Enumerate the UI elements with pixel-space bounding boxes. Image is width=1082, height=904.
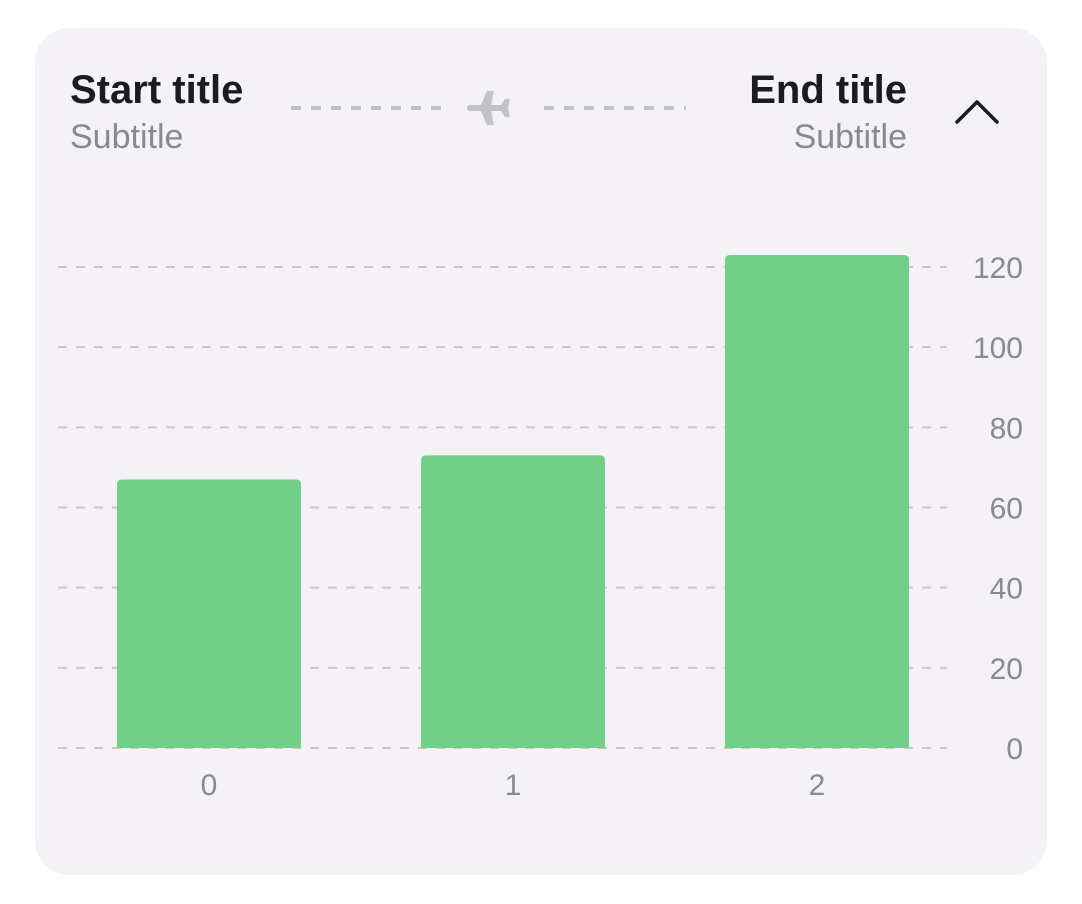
route-card: Start title Subtitle End title Subtitle … xyxy=(35,28,1047,875)
x-tick-label: 2 xyxy=(809,769,826,802)
start-location: Start title Subtitle xyxy=(70,66,243,160)
x-tick-label: 0 xyxy=(201,769,218,802)
route-connector xyxy=(291,91,686,125)
y-tick-label: 20 xyxy=(990,653,1023,686)
bar-chart: 0 20 40 60 80 100 120 0 1 2 xyxy=(58,252,1023,802)
y-tick-label: 120 xyxy=(973,252,1023,285)
y-tick-label: 60 xyxy=(990,493,1023,526)
y-tick-label: 100 xyxy=(973,332,1023,365)
start-subtitle: Subtitle xyxy=(70,118,184,156)
y-tick-label: 0 xyxy=(1006,733,1023,766)
chevron-up-icon xyxy=(955,100,999,124)
bar xyxy=(117,479,301,748)
start-title: Start title xyxy=(70,68,244,112)
collapse-button[interactable] xyxy=(949,90,1005,130)
end-location: End title Subtitle xyxy=(749,66,907,160)
airplane-icon xyxy=(467,91,510,125)
y-tick-label: 80 xyxy=(990,412,1023,445)
bar xyxy=(725,254,909,748)
bar xyxy=(421,455,605,748)
x-tick-label: 1 xyxy=(505,769,522,802)
y-tick-label: 40 xyxy=(990,573,1023,606)
end-title: End title xyxy=(749,68,907,112)
end-subtitle: Subtitle xyxy=(793,118,907,156)
